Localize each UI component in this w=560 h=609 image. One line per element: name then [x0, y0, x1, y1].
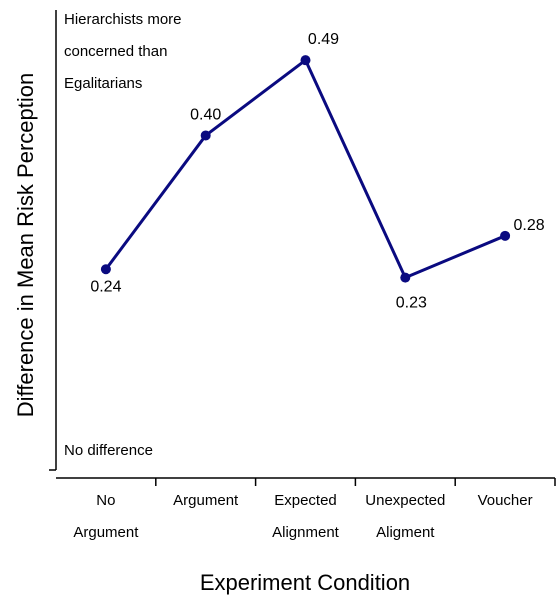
data-labels: 0.24 0.40 0.49 0.23 0.28 — [90, 31, 544, 311]
x-axis-ticks — [155, 478, 556, 486]
data-label: 0.28 — [514, 217, 545, 234]
x-tick-label: Voucher — [478, 492, 533, 509]
data-point — [100, 264, 111, 275]
series-line-group — [100, 55, 511, 283]
data-label: 0.49 — [308, 31, 339, 48]
data-label: 0.23 — [396, 295, 427, 312]
data-label: 0.40 — [190, 106, 221, 123]
data-point — [400, 272, 411, 283]
annotation-no-difference: No difference — [64, 442, 153, 459]
x-tick-label: No — [96, 492, 115, 509]
data-point — [200, 130, 211, 141]
x-tick-label: Alignment — [272, 524, 340, 541]
x-tick-labels: No Argument Argument Expected Alignment Unexp… — [73, 492, 532, 541]
y-axis-title: Difference in Mean Risk Perception — [13, 73, 38, 417]
series-line — [104, 58, 506, 280]
annotation-top-line-3: Egalitarians — [64, 75, 142, 92]
x-tick-label: Aligment — [376, 524, 435, 541]
x-axis-title: Experiment Condition — [200, 570, 410, 595]
annotation-top-line-2: concerned than — [64, 43, 167, 60]
x-tick-label: Argument — [73, 524, 139, 541]
x-tick-label: Expected — [274, 492, 337, 509]
x-tick-label: Argument — [173, 492, 239, 509]
axes — [49, 10, 556, 486]
annotation-top-line-1: Hierarchists more — [64, 11, 182, 28]
data-point — [300, 55, 311, 66]
data-point — [500, 230, 511, 241]
x-tick-label: Unexpected — [365, 492, 445, 509]
data-label: 0.24 — [90, 278, 121, 295]
